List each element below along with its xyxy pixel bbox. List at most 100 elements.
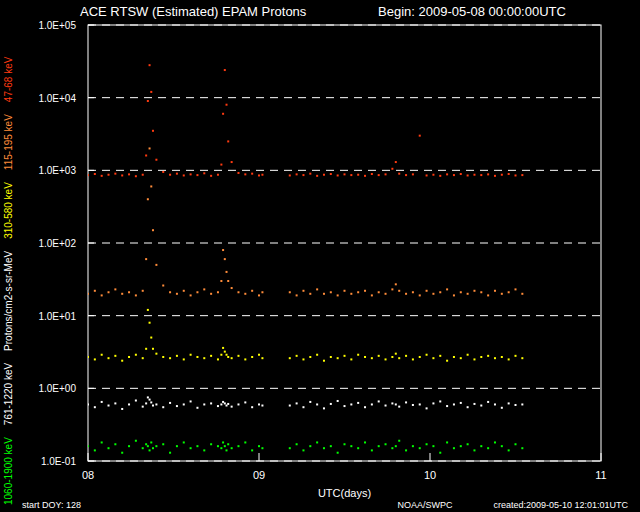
background (0, 0, 640, 512)
point (217, 445, 219, 447)
point (150, 401, 152, 403)
x-tick (259, 453, 260, 461)
point (487, 401, 489, 403)
point (508, 358, 510, 360)
point (371, 294, 373, 296)
point (145, 258, 147, 260)
plot-frame (88, 25, 601, 461)
point (222, 441, 224, 443)
point (227, 280, 229, 282)
point (251, 406, 253, 408)
point (226, 449, 228, 451)
legend-entry: 761-1220 keV (3, 363, 14, 426)
point (480, 291, 482, 293)
point (467, 354, 469, 356)
point (237, 291, 239, 293)
point (128, 173, 130, 175)
point (302, 358, 304, 360)
point (176, 405, 178, 407)
point (378, 400, 380, 402)
point (337, 174, 339, 176)
point (220, 164, 222, 166)
legend-entry: 115-195 keV (3, 114, 14, 170)
point (460, 173, 462, 175)
point (405, 355, 407, 357)
point (508, 449, 510, 451)
point (162, 285, 164, 287)
point (371, 173, 373, 175)
point (152, 229, 154, 231)
point (494, 357, 496, 359)
point (467, 406, 469, 408)
point (460, 445, 462, 447)
point (226, 405, 228, 407)
y-tick (88, 388, 94, 389)
point (323, 174, 325, 176)
point (142, 357, 144, 359)
point (217, 291, 219, 293)
legend-entry: 1060-1900 keV (3, 437, 14, 505)
point (251, 449, 253, 451)
point (231, 447, 233, 449)
point (135, 175, 137, 177)
point (258, 174, 260, 176)
x-tick-label: 09 (253, 469, 265, 481)
point (101, 354, 103, 356)
point (108, 174, 110, 176)
point (183, 174, 185, 176)
point (364, 441, 366, 443)
point (135, 400, 137, 402)
point (296, 355, 298, 357)
point (147, 309, 149, 311)
point (196, 445, 198, 447)
point (142, 447, 144, 449)
point (244, 173, 246, 175)
point (176, 445, 178, 447)
point (378, 291, 380, 293)
point (190, 400, 192, 402)
point (446, 441, 448, 443)
point (501, 407, 503, 409)
point (88, 293, 89, 295)
y-tick (88, 170, 94, 171)
point (371, 449, 373, 451)
point (323, 407, 325, 409)
point (473, 290, 475, 292)
point (237, 403, 239, 405)
point (121, 408, 123, 410)
point (145, 155, 147, 157)
y-tick-label: 1.0E+04 (38, 93, 76, 104)
point (135, 354, 137, 356)
point (453, 403, 455, 405)
point (231, 357, 233, 359)
point (203, 288, 205, 290)
point (344, 405, 346, 407)
point (155, 403, 157, 405)
point (101, 175, 103, 177)
point (210, 355, 212, 357)
point (302, 174, 304, 176)
point (460, 402, 462, 404)
point (220, 354, 222, 356)
point (121, 360, 123, 362)
point (149, 399, 151, 401)
point (446, 288, 448, 290)
point (196, 174, 198, 176)
point (203, 357, 205, 359)
point (150, 337, 152, 339)
point (515, 355, 517, 357)
point (344, 355, 346, 357)
point (121, 452, 123, 454)
point (487, 355, 489, 357)
point (350, 174, 352, 176)
point (309, 173, 311, 175)
point (323, 293, 325, 295)
point (412, 173, 414, 175)
point (210, 175, 212, 177)
point (108, 291, 110, 293)
point (190, 354, 192, 356)
point (183, 441, 185, 443)
point (222, 347, 224, 349)
point (114, 402, 116, 404)
point (432, 445, 434, 447)
